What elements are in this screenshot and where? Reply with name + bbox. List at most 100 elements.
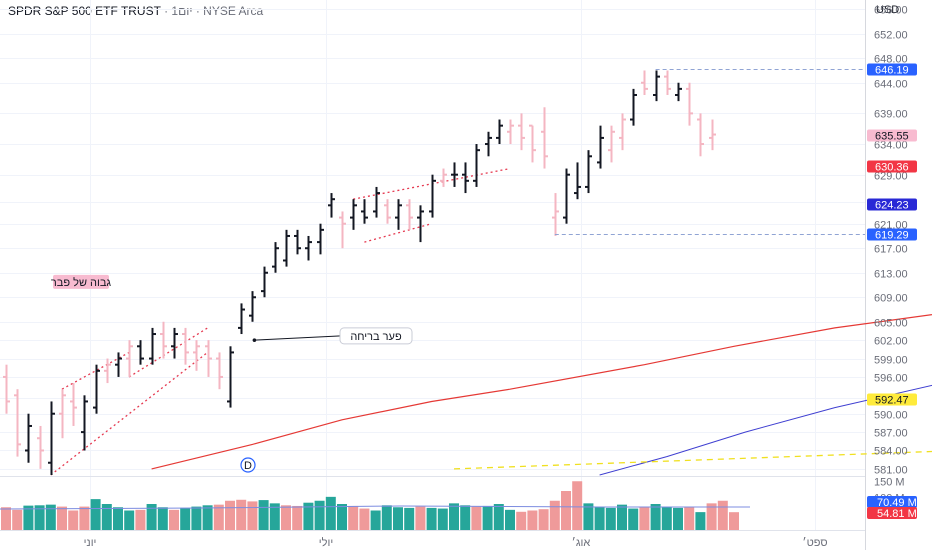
ohlc-bar bbox=[81, 395, 88, 451]
price-tick-label: 617.00 bbox=[874, 244, 908, 256]
ohlc-bar bbox=[305, 235, 312, 261]
ohlc-bar bbox=[3, 364, 10, 414]
ohlc-bar bbox=[619, 113, 626, 151]
volume-bar bbox=[157, 507, 168, 530]
volume-bar bbox=[628, 508, 639, 530]
volume-bar bbox=[12, 509, 23, 530]
volume-bar bbox=[572, 481, 583, 530]
volume-bar bbox=[269, 503, 280, 530]
symbol-name[interactable]: SPDR S&P 500 ETF TRUST bbox=[8, 4, 161, 18]
interval-label[interactable]: 1יום bbox=[171, 4, 193, 18]
volume-bar bbox=[605, 507, 616, 530]
ohlc-bar bbox=[238, 303, 245, 335]
volume-bar bbox=[303, 502, 314, 530]
ohlc-bar bbox=[664, 70, 671, 95]
volume-bar bbox=[661, 506, 672, 530]
volume-value-text: 54.81 M bbox=[877, 508, 917, 520]
ohlc-bar bbox=[541, 107, 548, 169]
volume-value-badge bbox=[867, 496, 917, 508]
ohlc-bar bbox=[294, 229, 301, 255]
volume-ma-line bbox=[0, 505, 750, 510]
prev-high-label: גבוה של פבר bbox=[51, 276, 112, 289]
time-tick-label: ספט׳ bbox=[802, 536, 827, 549]
ohlc-bar bbox=[261, 266, 268, 298]
ohlc-bar bbox=[406, 199, 413, 230]
volume-bar bbox=[393, 507, 403, 530]
volume-bar bbox=[482, 505, 493, 530]
volume-bar bbox=[68, 510, 79, 530]
ohlc-bar bbox=[339, 211, 346, 249]
volume-bar bbox=[202, 505, 213, 530]
volume-tick-label: 150 M bbox=[874, 476, 905, 488]
prev-high-badge bbox=[53, 274, 109, 289]
volume-bar bbox=[258, 500, 269, 530]
currency-label[interactable]: USD bbox=[876, 4, 900, 16]
moving-averages bbox=[151, 313, 932, 476]
ohlc-bar bbox=[518, 113, 525, 151]
volume-bar bbox=[225, 500, 235, 530]
price-badge-text: 630.36 bbox=[875, 162, 909, 174]
ohlc-bar bbox=[473, 144, 480, 187]
price-tick-label: 609.00 bbox=[874, 293, 908, 305]
volume-bar bbox=[449, 503, 459, 530]
volume-bar bbox=[673, 507, 683, 530]
price-tick-label: 587.00 bbox=[874, 428, 908, 440]
grid-lines bbox=[0, 0, 865, 530]
volume-bar bbox=[594, 507, 605, 530]
header-separator: · bbox=[164, 4, 169, 18]
volume-bar bbox=[1, 507, 11, 530]
volume-bar bbox=[426, 507, 437, 530]
ohlc-bar bbox=[451, 162, 458, 187]
volume-bar bbox=[247, 501, 258, 530]
volume-bar bbox=[639, 507, 650, 530]
ohlc-bar bbox=[429, 174, 436, 218]
callout-line bbox=[254, 335, 342, 341]
breakout-callout-box bbox=[339, 327, 413, 345]
ma-yellow-line bbox=[453, 450, 932, 470]
time-tick-label: אוג׳ bbox=[572, 536, 591, 549]
ohlc-bar bbox=[25, 413, 32, 463]
volume-value-text: 70.49 M bbox=[877, 497, 917, 509]
ohlc-bar bbox=[205, 340, 212, 377]
volume-bar bbox=[381, 505, 392, 530]
price-badge bbox=[867, 160, 917, 173]
ohlc-bar bbox=[653, 70, 660, 102]
time-axis[interactable]: יוני יולי אוג׳ ספט׳ bbox=[84, 536, 828, 549]
volume-bar bbox=[124, 510, 135, 530]
annotations[interactable]: גבוה של פבר פער בריחה D bbox=[51, 274, 413, 473]
ohlc-bar bbox=[70, 383, 77, 426]
price-axis[interactable]: 581.00584.00587.00590.00592.50596.00599.… bbox=[867, 5, 917, 521]
volume-bar bbox=[415, 506, 426, 530]
time-tick-label: יוני bbox=[84, 537, 97, 549]
price-tick-label: 581.00 bbox=[874, 465, 908, 477]
price-badge bbox=[867, 228, 917, 241]
ohlc-bar bbox=[216, 352, 223, 390]
volume-bar bbox=[717, 500, 728, 530]
ohlc-bar bbox=[440, 168, 447, 187]
ohlc-bar bbox=[675, 82, 682, 102]
drawings[interactable] bbox=[50, 167, 511, 476]
ohlc-bar bbox=[104, 358, 111, 384]
volume-bar bbox=[314, 500, 325, 530]
price-badge-text: 619.29 bbox=[875, 230, 909, 242]
ma-red-line bbox=[151, 313, 932, 470]
price-tick-label: 605.00 bbox=[874, 318, 908, 330]
volume-bar bbox=[460, 505, 471, 530]
exchange-label: NYSE Arca bbox=[203, 4, 264, 18]
volume-pane bbox=[0, 481, 750, 530]
ohlc-bar bbox=[563, 168, 570, 224]
volume-bar bbox=[191, 506, 202, 530]
price-tick-label: 656.00 bbox=[874, 5, 908, 17]
ohlc-bar bbox=[14, 389, 21, 457]
volume-bar bbox=[236, 499, 247, 530]
ohlc-bar bbox=[115, 352, 122, 377]
channel-line bbox=[128, 327, 208, 378]
ohlc-bar bbox=[171, 327, 178, 359]
ohlc-bar bbox=[641, 70, 648, 95]
price-badge-text: 624.23 bbox=[875, 200, 909, 212]
ohlc-bar bbox=[137, 340, 144, 365]
price-tick-label: 652.00 bbox=[874, 30, 908, 42]
channel-line bbox=[50, 351, 209, 476]
volume-bar bbox=[90, 499, 101, 530]
